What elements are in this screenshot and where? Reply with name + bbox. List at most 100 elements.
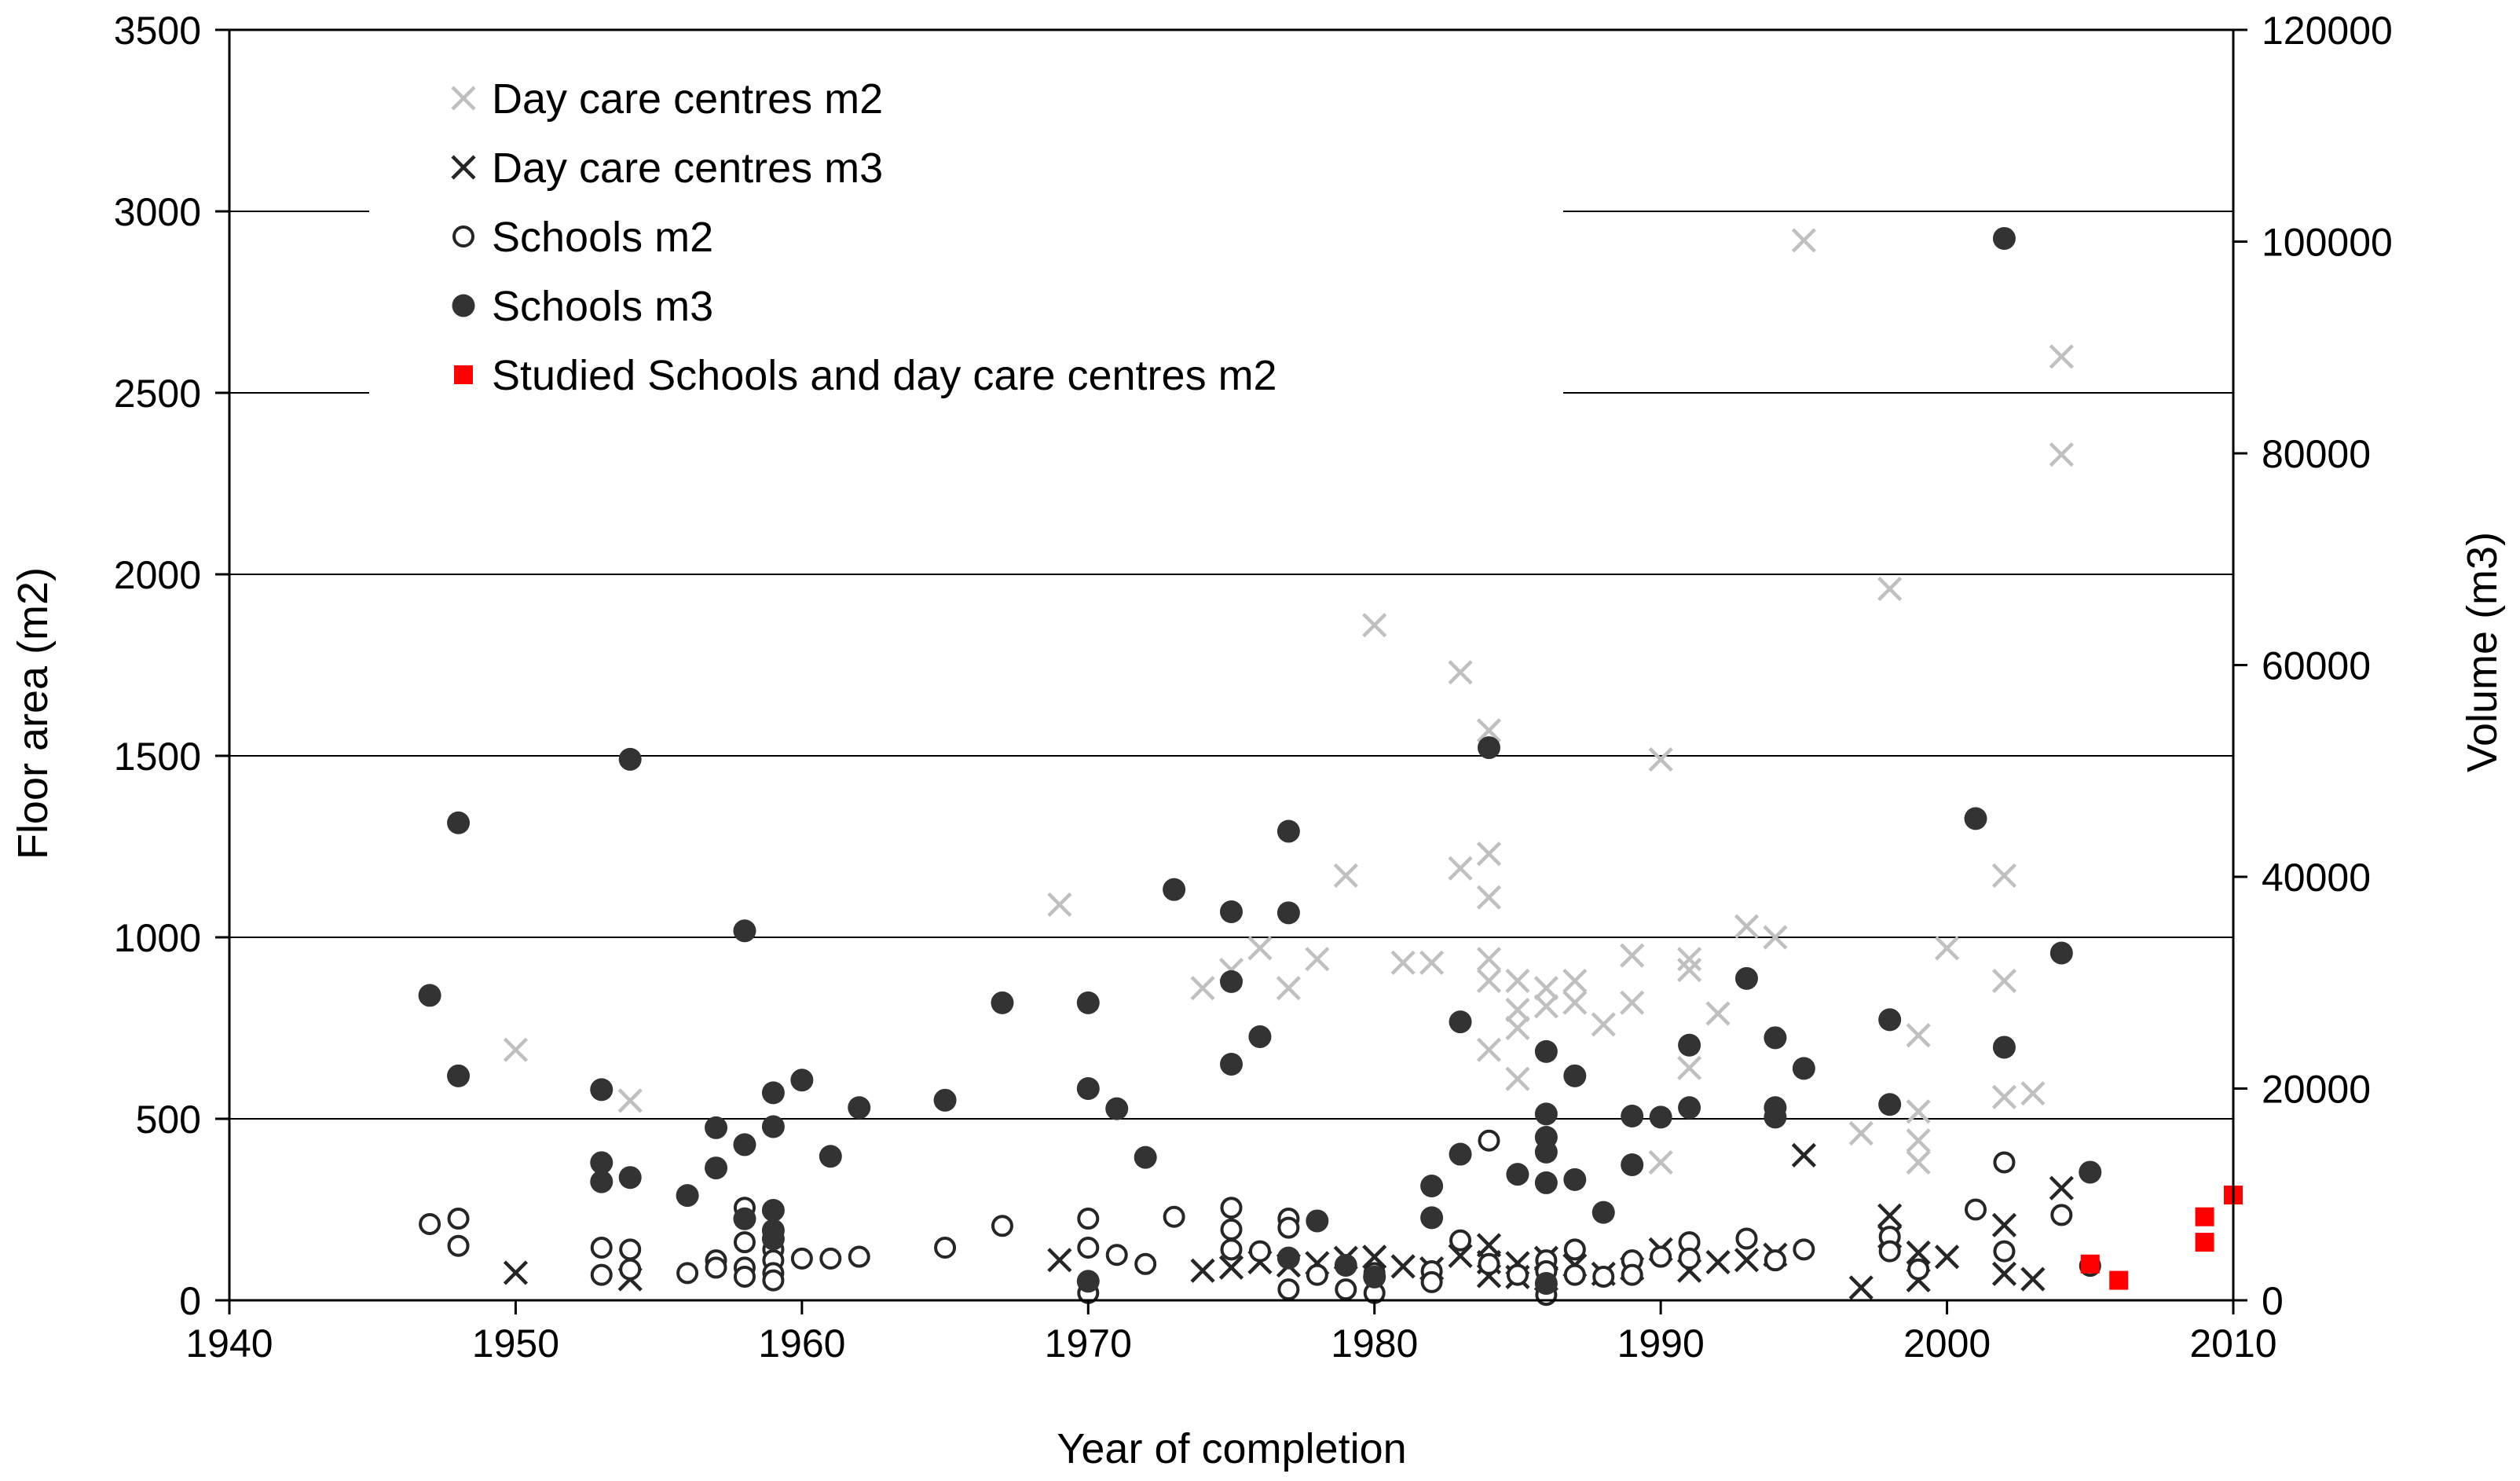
sch_m3-point-0: [418, 984, 441, 1007]
sch_m3-point-3: [590, 1078, 614, 1102]
sch_m2-point-58: [1678, 1247, 1701, 1270]
x-tick-label: 2000: [1903, 1322, 1991, 1366]
sch_m2-point-36: [1277, 1278, 1300, 1301]
dc_m2-point-48: [1991, 968, 2017, 994]
legend-marker-sch_m3: [452, 294, 475, 317]
sch_m3-point-50: [1534, 1171, 1558, 1194]
series-studied: [2080, 1186, 2243, 1290]
dc_m2-point-7: [1305, 947, 1330, 972]
sch_m3-point-63: [1764, 1105, 1787, 1129]
dc_m3-point-25: [1705, 1249, 1731, 1275]
dc_m3-point-37: [2020, 1267, 2046, 1292]
sch_m3-point-45: [1506, 1163, 1529, 1186]
dc_m2-point-27: [1562, 990, 1588, 1015]
sch_m3-point-29: [1163, 878, 1186, 901]
y-tick-label: 0: [179, 1279, 201, 1323]
sch_m3-point-68: [1992, 226, 2016, 250]
sch_m2-point-56: [1650, 1245, 1672, 1268]
dc_m3-point-32: [1906, 1240, 1931, 1265]
x-tick-label: 1940: [185, 1322, 273, 1366]
sch_m2-point-22: [934, 1237, 957, 1259]
dc_m2-point-51: [2049, 344, 2074, 369]
sch_m2-point-4: [590, 1263, 613, 1286]
sch_m3-point-31: [1220, 970, 1243, 993]
y-axis-ticks: 0 500 1000 1500 2000 2500 3000 3500: [114, 9, 229, 1323]
dc_m2-point-6: [1276, 976, 1301, 1001]
sch_m3-point-52: [1563, 1064, 1587, 1087]
sch_m3-point-22: [933, 1088, 957, 1112]
legend-item-studied: Studied Schools and day care centres m2: [454, 352, 1277, 399]
sch_m2-point-60: [1764, 1249, 1786, 1272]
dc_m3-point-0: [503, 1260, 529, 1285]
sch_m3-point-57: [1649, 1105, 1672, 1129]
dc_m2-point-11: [1419, 950, 1445, 975]
dc_m3-point-34: [1934, 1245, 1960, 1270]
sch_m3-point-7: [618, 1166, 642, 1190]
dc_m2-point-33: [1676, 947, 1702, 972]
sch_m3-point-67: [1964, 807, 1987, 830]
sch_m2-point-61: [1793, 1238, 1815, 1261]
legend-marker-dc_m2: [451, 86, 476, 111]
sch_m2-point-44: [1478, 1129, 1500, 1152]
dc_m2-point-15: [1476, 841, 1502, 867]
sch_m2-point-5: [619, 1238, 642, 1261]
sch_m3-point-41: [1420, 1206, 1444, 1230]
dc_m2-point-44: [1906, 1128, 1931, 1153]
sch_m3-point-1: [447, 811, 471, 834]
sch_m3-point-10: [705, 1157, 728, 1180]
sch_m3-point-5: [590, 1170, 614, 1193]
sch_m3-point-25: [1076, 1077, 1100, 1100]
dc_m2-point-50: [2020, 1081, 2046, 1106]
x-tick-label: 1990: [1617, 1322, 1705, 1366]
dc_m3-point-30: [1877, 1203, 1903, 1228]
dc_m2-point-42: [1906, 1023, 1931, 1048]
sch_m2-point-45: [1478, 1252, 1500, 1275]
sch_m2-point-1: [447, 1208, 470, 1230]
x-tick-label: 1970: [1045, 1322, 1132, 1366]
sch_m2-point-25: [1077, 1237, 1100, 1259]
dc_m2-point-35: [1676, 1055, 1702, 1080]
studied-point-0: [2080, 1254, 2100, 1274]
sch_m3-point-18: [761, 1227, 785, 1251]
dc_m2-point-40: [1848, 1120, 1874, 1146]
series-sch_m3: [418, 226, 2102, 1295]
y-tick-label: 3000: [114, 190, 201, 234]
dc_m2-point-22: [1505, 1015, 1530, 1041]
sch_m3-point-38: [1334, 1254, 1357, 1278]
sch_m2-point-42: [1420, 1270, 1443, 1293]
legend-item-dc_m3: Day care centres m3: [451, 145, 883, 192]
sch_m3-point-16: [761, 1198, 785, 1222]
y2-tick-label: 20000: [2262, 1068, 2371, 1112]
sch_m3-point-36: [1276, 1246, 1300, 1270]
legend: Day care centres m2 Day care centres m3 Sc…: [451, 75, 1277, 399]
sch_m3-point-51: [1534, 1271, 1558, 1295]
sch_m3-point-14: [761, 1081, 785, 1105]
dc_m2-point-38: [1763, 925, 1788, 950]
dc_m2-point-13: [1448, 856, 1473, 881]
legend-label-dc_m2: Day care centres m2: [492, 75, 883, 123]
dc_m2-point-5: [1247, 936, 1273, 961]
dc_m2-point-46: [1934, 936, 1960, 961]
sch_m3-point-60: [1734, 966, 1758, 990]
sch_m3-point-20: [819, 1145, 842, 1168]
sch_m2-point-51: [1563, 1238, 1586, 1261]
sch_m2-point-11: [733, 1231, 756, 1254]
dc_m2-point-9: [1362, 613, 1387, 638]
legend-label-studied: Studied Schools and day care centres m2: [492, 352, 1277, 399]
dc_m2-point-31: [1648, 747, 1673, 772]
dc_m2-point-32: [1648, 1149, 1673, 1175]
sch_m3-point-42: [1449, 1010, 1472, 1034]
sch_m2-point-27: [1105, 1244, 1128, 1267]
dc_m3-point-28: [1791, 1142, 1816, 1168]
dc_m2-point-12: [1448, 660, 1473, 685]
y2-tick-label: 80000: [2262, 432, 2371, 476]
sch_m3-point-39: [1363, 1265, 1386, 1289]
sch_m2-point-13: [733, 1265, 756, 1288]
y2-tick-label: 100000: [2262, 221, 2393, 265]
sch_m3-point-43: [1449, 1142, 1472, 1166]
sch_m3-point-47: [1534, 1102, 1558, 1126]
sch_m3-point-65: [1878, 1008, 1902, 1032]
studied-point-3: [2195, 1233, 2214, 1252]
sch_m3-point-44: [1477, 736, 1500, 760]
y-tick-label: 2500: [114, 372, 201, 416]
